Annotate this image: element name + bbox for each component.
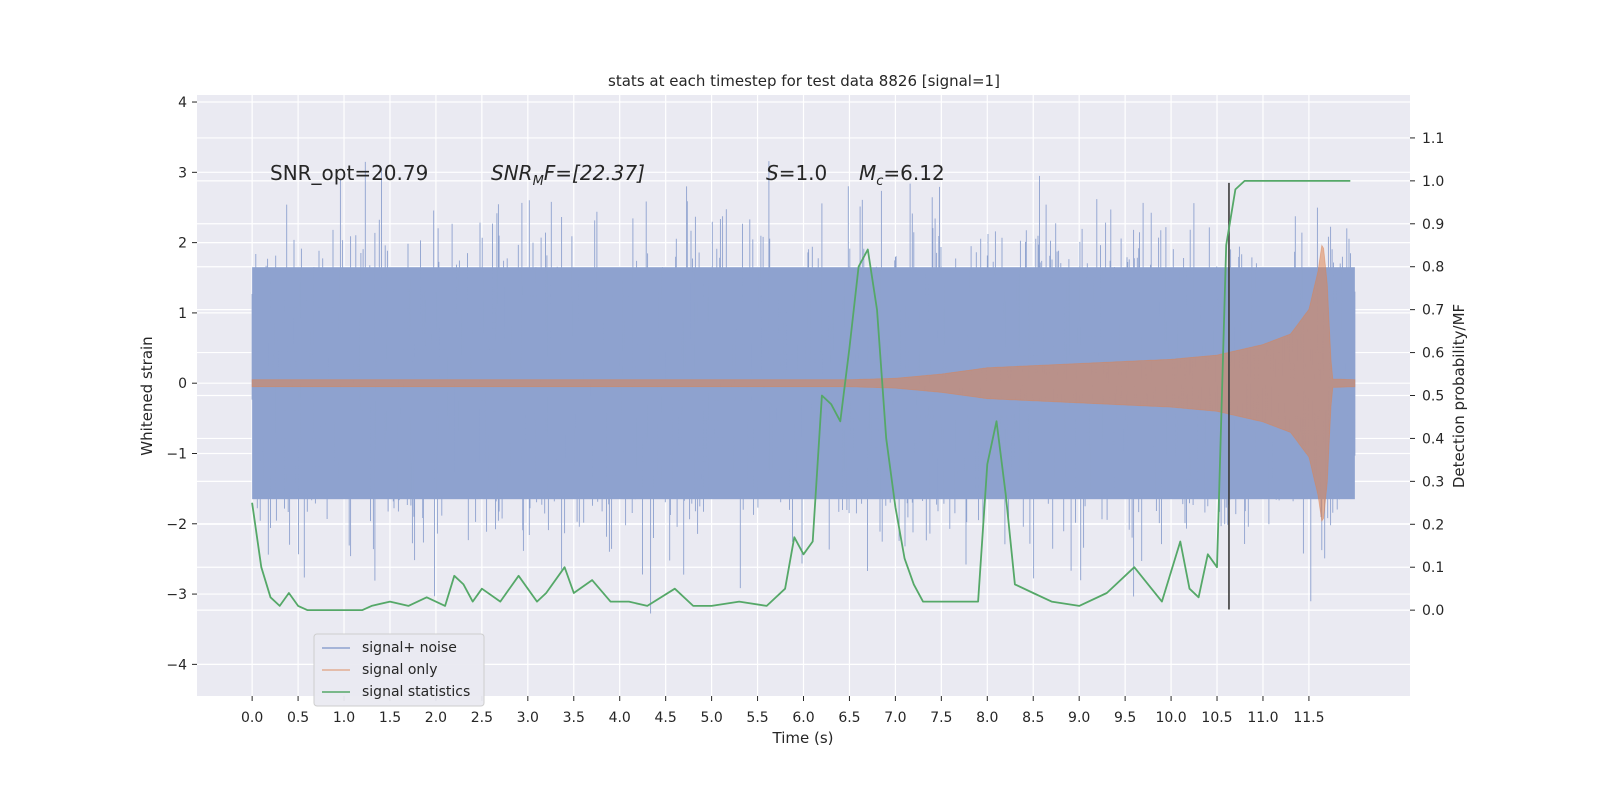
s-rest: =1.0: [779, 161, 828, 185]
x-tick-label: 8.0: [976, 710, 998, 726]
y-tick-label: 3: [178, 165, 187, 181]
y-right-tick-label: 0.9: [1422, 217, 1444, 233]
signal-envelope: [251, 244, 1356, 523]
x-tick-label: 11.0: [1247, 710, 1278, 726]
y-right-tick-label: 0.8: [1422, 260, 1444, 276]
y-tick-label: −2: [166, 517, 187, 533]
snr-mf-sub: M: [533, 174, 544, 189]
legend-label-noise: signal+ noise: [362, 640, 457, 656]
y-tick-label: −4: [166, 657, 187, 673]
y-right-tick-label: 0.2: [1422, 517, 1444, 533]
y-right-tick-label: 0.7: [1422, 303, 1444, 319]
x-tick-label: 9.0: [1068, 710, 1090, 726]
mc-sub: c: [876, 174, 883, 189]
y-tick-label: −3: [166, 587, 187, 603]
statistics-line: [251, 180, 1351, 611]
y-right-tick-label: 0.3: [1422, 474, 1444, 490]
y-right-tick-label: 0.0: [1422, 603, 1444, 619]
y-tick-label: 1: [178, 306, 187, 322]
x-tick-label: 0.0: [241, 710, 263, 726]
x-tick-label: 5.5: [746, 710, 768, 726]
x-tick-label: 9.5: [1114, 710, 1136, 726]
series-signal-only: [251, 244, 1356, 523]
x-tick-label: 2.0: [425, 710, 447, 726]
left-axis: 4 3 2 1 0 −1 −2 −3 −4: [166, 95, 197, 673]
y-axis-label: Whitened strain: [138, 336, 156, 455]
y-tick-label: 4: [178, 95, 187, 111]
x-tick-label: 7.5: [930, 710, 952, 726]
x-axis: 0.0 0.5 1.0 1.5 2.0 2.5 3.0 3.5 4.0 4.5 5.0 5.5 6.0 6…: [241, 696, 1325, 726]
y-right-tick-label: 0.4: [1422, 431, 1444, 447]
annotation-s: S=1.0: [766, 161, 827, 185]
x-tick-label: 8.5: [1022, 710, 1044, 726]
y-tick-label: 2: [178, 236, 187, 252]
legend-label-stats: signal statistics: [362, 684, 470, 700]
annotation-snr-opt: SNR_opt=20.79: [270, 161, 428, 185]
x-axis-label: Time (s): [772, 729, 834, 747]
x-tick-label: 5.0: [700, 710, 722, 726]
x-tick-label: 3.0: [517, 710, 539, 726]
x-tick-label: 0.5: [287, 710, 309, 726]
x-tick-label: 10.0: [1155, 710, 1186, 726]
annotation-mc: Mc=6.12: [859, 161, 945, 189]
x-tick-label: 4.0: [609, 710, 631, 726]
y-right-tick-label: 0.6: [1422, 346, 1444, 362]
y-right-tick-label: 0.5: [1422, 389, 1444, 405]
x-tick-label: 4.5: [655, 710, 677, 726]
x-tick-label: 6.0: [792, 710, 814, 726]
legend: signal+ noise signal only signal statist…: [313, 633, 485, 707]
x-tick-label: 1.5: [379, 710, 401, 726]
x-tick-label: 2.5: [471, 710, 493, 726]
x-tick-label: 10.5: [1201, 710, 1232, 726]
x-tick-label: 6.5: [838, 710, 860, 726]
y-right-tick-label: 0.1: [1422, 560, 1444, 576]
x-tick-label: 7.0: [884, 710, 906, 726]
y-axis-right-label: Detection probability/MF: [1450, 304, 1468, 488]
annotation-snr-mf: SNRMF=[22.37]: [491, 161, 645, 189]
mc-name: M: [859, 161, 876, 185]
y-tick-label: −1: [166, 446, 187, 462]
x-tick-label: 1.0: [333, 710, 355, 726]
y-right-tick-label: 1.1: [1422, 131, 1444, 147]
s-name: S: [766, 161, 779, 185]
series-signal-statistics: [251, 180, 1351, 611]
legend-label-signal: signal only: [362, 662, 437, 678]
right-axis: 1.1 1.0 0.9 0.8 0.7 0.6 0.5 0.4 0.3 0.2 0.1 0.0: [1410, 131, 1444, 619]
legend-box: [313, 633, 485, 707]
x-tick-label: 3.5: [563, 710, 585, 726]
x-tick-label: 11.5: [1293, 710, 1324, 726]
y-tick-label: 0: [178, 376, 187, 392]
y-right-tick-label: 1.0: [1422, 174, 1444, 190]
mc-rest: =6.12: [883, 161, 944, 185]
snr-mf-rest: F=[22.37]: [544, 161, 645, 185]
chart-title: stats at each timestep for test data 882…: [608, 72, 1000, 90]
snr-mf-name: SNR: [491, 161, 533, 185]
